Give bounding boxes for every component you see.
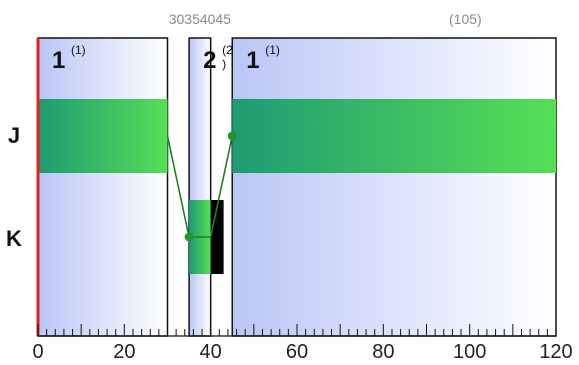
row-label-K: K xyxy=(6,226,22,251)
x-tick-label-100: 100 xyxy=(453,341,486,363)
segments-layer xyxy=(37,37,557,337)
segment-1 xyxy=(188,37,212,337)
x-tick-label-0: 0 xyxy=(32,341,43,363)
bar-J-3 xyxy=(232,99,556,173)
row-label-J: J xyxy=(8,123,20,148)
x-tick-label-40: 40 xyxy=(200,341,222,363)
connector-layer xyxy=(166,131,237,242)
labels-layer: 1 (1) 2 (2) 1 (1) 30354045 (105) J K xyxy=(6,11,482,251)
x-tick-label-120: 120 xyxy=(539,341,572,363)
segment-2 xyxy=(231,37,557,337)
segment-sup-0: (1) xyxy=(71,43,86,57)
segment-label-2: 1 xyxy=(246,47,259,74)
x-tick-label-80: 80 xyxy=(372,341,394,363)
connector-line xyxy=(166,135,234,238)
x-axis: 0 20 40 60 80 100 120 xyxy=(32,38,573,363)
top-label-0: 30354045 xyxy=(169,11,232,27)
connector-dot-0 xyxy=(184,232,194,242)
x-tick-label-20: 20 xyxy=(113,341,135,363)
x-tick-label-60: 60 xyxy=(286,341,308,363)
segment-label-0: 1 xyxy=(52,47,65,74)
top-label-1: (105) xyxy=(449,11,482,27)
connector-dot-1 xyxy=(227,131,237,141)
segment-sup-2: (1) xyxy=(265,43,280,57)
segment-sup-1: (2 xyxy=(222,43,233,57)
segment-0 xyxy=(37,37,169,337)
segment-sup-1-1: ) xyxy=(222,57,226,71)
bar-K-2 xyxy=(210,200,224,274)
bar-J-0 xyxy=(38,99,168,173)
segment-label-1: 2 xyxy=(203,47,216,74)
